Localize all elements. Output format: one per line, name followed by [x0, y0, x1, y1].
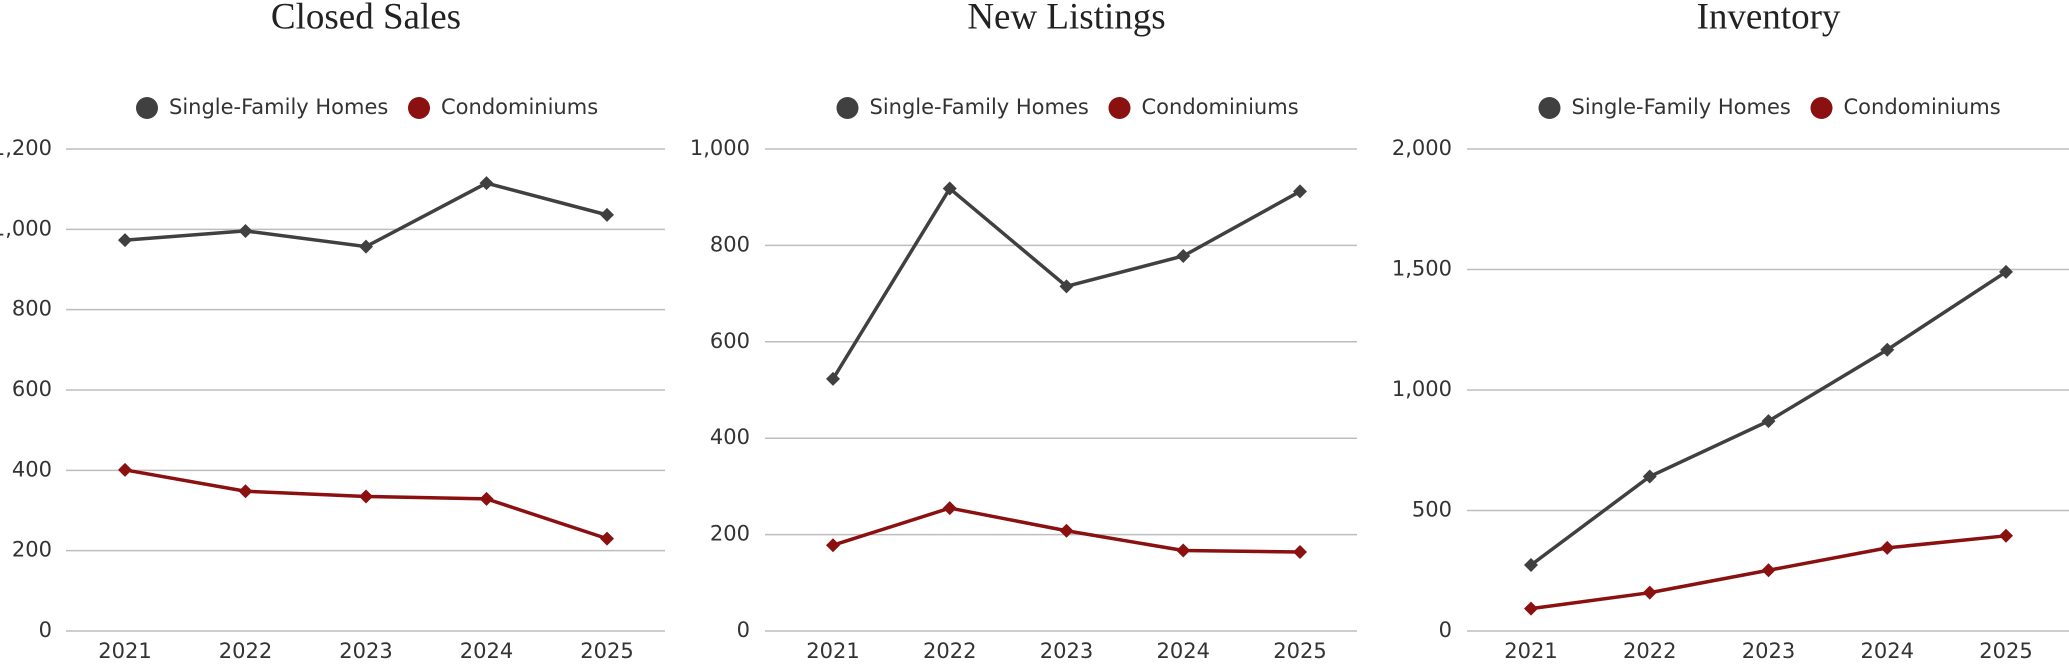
legend-marker	[408, 97, 430, 119]
x-tick-label: 2024	[1157, 639, 1210, 663]
y-tick-label: 1,000	[690, 136, 750, 160]
y-tick-label: 600	[710, 329, 750, 353]
y-tick-label: 0	[1439, 618, 1452, 642]
legend-marker	[1108, 97, 1131, 119]
data-point	[1293, 544, 1307, 559]
series-line	[124, 181, 608, 249]
x-tick-label: 2025	[1979, 639, 2032, 663]
y-tick-label: 1,000	[0, 216, 52, 240]
legend-marker	[136, 97, 158, 119]
y-tick-label: 0	[737, 618, 750, 642]
x-tick-label: 2024	[460, 639, 513, 663]
legend-label: Single-Family Homes	[870, 95, 1089, 119]
chart-title: Closed Sales	[271, 0, 461, 37]
data-point	[118, 462, 132, 477]
data-point	[1642, 469, 1657, 484]
data-point	[359, 489, 373, 504]
legend-marker	[1810, 97, 1833, 119]
legend-marker	[836, 97, 859, 119]
x-tick-label: 2023	[1040, 639, 1093, 663]
data-point	[942, 501, 957, 516]
x-tick-label: 2023	[1742, 639, 1795, 663]
data-point	[1880, 342, 1895, 357]
chart-panel: Closed Sales 0 200 400 600 800 1,000 1,200 2021 2…	[0, 0, 665, 663]
y-tick-label: 2,000	[1392, 136, 1452, 160]
legend-label: Condominiums	[441, 95, 598, 119]
y-tick-label: 800	[12, 297, 52, 321]
y-tick-label: 200	[12, 538, 52, 562]
x-tick-label: 2022	[1623, 639, 1676, 663]
data-point	[1880, 540, 1895, 555]
y-tick-label: 1,200	[0, 136, 52, 160]
data-point	[942, 181, 957, 196]
data-point	[1293, 184, 1307, 199]
data-point	[1999, 528, 2013, 543]
x-tick-label: 2021	[1504, 639, 1557, 663]
y-tick-label: 400	[710, 425, 750, 449]
y-tick-label: 200	[710, 522, 750, 546]
y-tick-label: 500	[1412, 498, 1452, 522]
x-tick-label: 2022	[219, 639, 272, 663]
series-line	[124, 468, 608, 541]
chart-panel: New Listings 0 200 400 600 800 1,000 2021 2022 20…	[690, 0, 1357, 663]
data-point	[1761, 414, 1776, 429]
y-tick-label: 800	[710, 232, 750, 256]
y-tick-label: 1,000	[1392, 377, 1452, 401]
legend-label: Condominiums	[1142, 95, 1299, 119]
data-point	[1176, 249, 1191, 264]
chart-title: New Listings	[967, 0, 1165, 37]
data-point	[826, 538, 840, 553]
data-point	[1761, 563, 1776, 578]
x-tick-label: 2021	[98, 639, 151, 663]
x-tick-label: 2022	[923, 639, 976, 663]
data-point	[118, 233, 132, 248]
chart-title: Inventory	[1697, 0, 1841, 37]
legend-label: Single-Family Homes	[169, 95, 388, 119]
data-point	[1642, 585, 1657, 600]
data-point	[600, 531, 614, 546]
data-point	[479, 176, 494, 191]
data-point	[600, 207, 614, 222]
data-point	[238, 484, 253, 499]
legend-label: Condominiums	[1844, 95, 2001, 119]
x-tick-label: 2021	[806, 639, 859, 663]
data-point	[826, 371, 840, 386]
x-tick-label: 2023	[339, 639, 392, 663]
data-point	[238, 223, 253, 238]
x-tick-label: 2025	[1273, 639, 1326, 663]
legend-marker	[1538, 97, 1561, 119]
data-point	[1999, 264, 2013, 279]
legend-label: Single-Family Homes	[1572, 95, 1791, 119]
data-point	[359, 239, 373, 254]
data-point	[1524, 557, 1538, 572]
x-tick-label: 2024	[1861, 639, 1914, 663]
y-tick-label: 400	[12, 457, 52, 481]
data-point	[479, 491, 494, 506]
data-point	[1059, 523, 1074, 538]
chart-panel: Inventory 0 500 1,000 1,500 2,000 2021 2022 2023…	[1392, 0, 2069, 663]
y-tick-label: 1,500	[1392, 257, 1452, 281]
data-point	[1524, 601, 1538, 616]
data-point	[1176, 543, 1191, 558]
y-tick-label: 0	[39, 618, 52, 642]
y-tick-label: 600	[12, 377, 52, 401]
x-tick-label: 2025	[580, 639, 633, 663]
data-point	[1059, 279, 1074, 294]
